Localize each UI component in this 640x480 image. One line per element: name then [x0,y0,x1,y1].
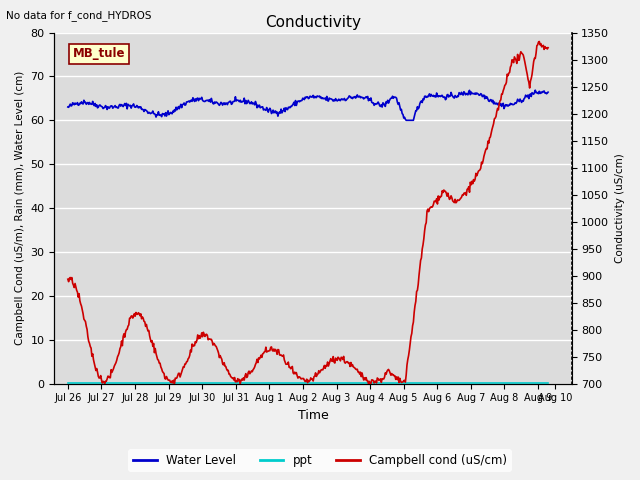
Text: MB_tule: MB_tule [72,47,125,60]
Y-axis label: Conductivity (uS/cm): Conductivity (uS/cm) [615,153,625,263]
X-axis label: Time: Time [298,409,328,422]
Title: Conductivity: Conductivity [265,15,361,30]
Y-axis label: Campbell Cond (uS/m), Rain (mm), Water Level (cm): Campbell Cond (uS/m), Rain (mm), Water L… [15,71,25,345]
Text: No data for f_cond_HYDROS: No data for f_cond_HYDROS [6,10,152,21]
Legend: Water Level, ppt, Campbell cond (uS/cm): Water Level, ppt, Campbell cond (uS/cm) [128,449,512,472]
